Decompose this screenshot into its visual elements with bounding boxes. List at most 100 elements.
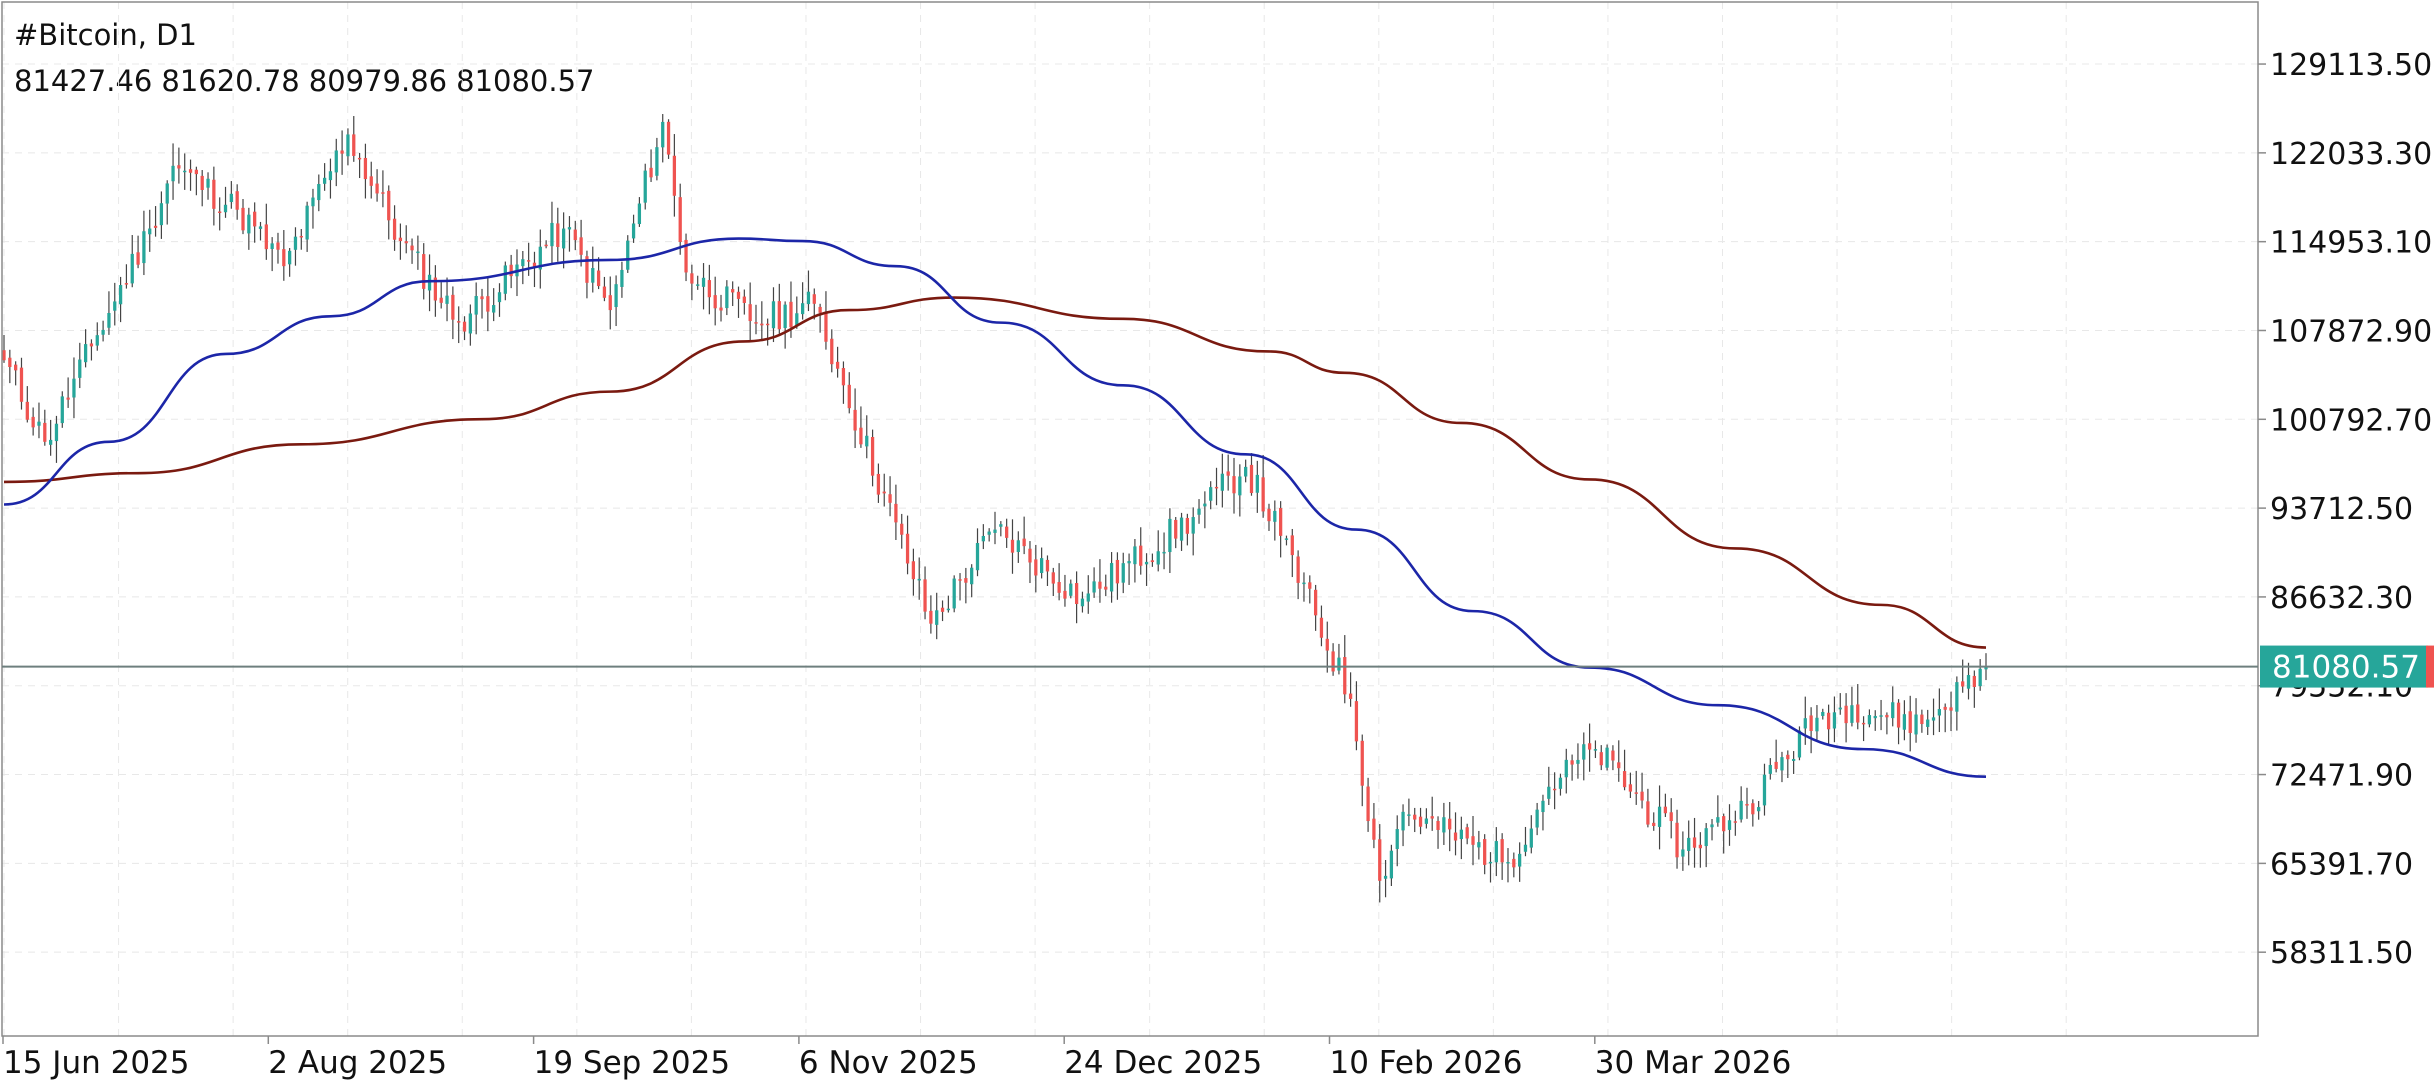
candle-body <box>1313 589 1318 616</box>
candle <box>1961 659 1965 693</box>
candle-body <box>666 121 671 155</box>
candle-body <box>258 226 263 229</box>
candle <box>1786 750 1790 779</box>
candle <box>1401 804 1405 847</box>
candle <box>1343 635 1347 704</box>
candle <box>894 484 898 540</box>
candle <box>666 119 671 159</box>
candle <box>282 230 286 281</box>
candle-body <box>276 242 280 250</box>
candle-body <box>789 301 793 328</box>
y-tick-label: 65391.70 <box>2270 847 2413 882</box>
candle <box>352 116 356 162</box>
candle <box>317 174 321 212</box>
candle-body <box>993 529 997 533</box>
candle <box>544 240 548 249</box>
candle-body <box>1267 508 1271 522</box>
candle <box>1115 552 1120 600</box>
candle-body <box>1086 593 1090 602</box>
candle-body <box>212 179 216 209</box>
candle-body <box>183 170 187 173</box>
candle <box>561 212 566 269</box>
candle <box>1506 848 1510 883</box>
candle <box>410 238 414 264</box>
candle-body <box>1127 561 1131 564</box>
candle <box>1395 815 1399 867</box>
candle-body <box>1768 764 1772 774</box>
candle-body <box>579 237 583 255</box>
candle <box>748 282 752 341</box>
candle-body <box>573 229 577 241</box>
candle <box>841 361 846 404</box>
candle-body <box>1821 711 1825 716</box>
candle <box>1587 723 1592 772</box>
candle-body <box>503 265 507 294</box>
candle <box>1599 745 1603 771</box>
candle <box>1413 807 1417 833</box>
candle-body <box>200 175 204 190</box>
candle <box>1617 740 1621 782</box>
candle-body <box>1896 702 1901 728</box>
candle-body <box>1611 750 1615 761</box>
candle <box>865 415 869 459</box>
candle <box>1074 571 1079 624</box>
candle-body <box>433 277 438 301</box>
candle-body <box>1926 719 1930 727</box>
candle-body <box>1168 518 1172 553</box>
candle-body <box>1663 806 1668 814</box>
candle <box>31 407 35 436</box>
candle <box>1541 794 1545 831</box>
candle <box>183 153 187 190</box>
candle <box>1109 552 1114 603</box>
candle <box>800 282 805 320</box>
ohlc-open: 81427.46 <box>14 64 153 98</box>
candle <box>1704 823 1708 868</box>
candle <box>223 186 228 218</box>
candle <box>212 166 216 226</box>
candle <box>381 170 385 208</box>
candle-body <box>1413 814 1417 820</box>
candle <box>1144 553 1149 586</box>
candle-body <box>707 280 711 298</box>
candle <box>824 291 828 350</box>
candle <box>1500 833 1504 880</box>
candle-body <box>847 384 851 409</box>
candle-body <box>1430 816 1434 819</box>
candle <box>905 515 910 575</box>
candle <box>1028 541 1032 584</box>
candle-body <box>369 176 373 186</box>
ohlc-close: 81080.57 <box>456 64 595 98</box>
candle-body <box>1372 818 1376 840</box>
candle <box>497 283 502 317</box>
candle-body <box>136 252 140 265</box>
candle-body <box>1920 714 1924 725</box>
candle-body <box>107 313 111 328</box>
candle <box>43 409 47 446</box>
candle-body <box>1931 717 1936 721</box>
candle-body <box>1552 788 1557 791</box>
candle-body <box>1448 818 1452 830</box>
candle-body <box>964 578 968 583</box>
candle-body <box>1436 820 1440 830</box>
candle-body <box>159 203 164 226</box>
candle <box>1290 528 1294 578</box>
x-tick-label: 30 Mar 2026 <box>1595 1045 1792 1080</box>
candle <box>340 130 344 175</box>
candle <box>1885 712 1889 735</box>
candle <box>1092 567 1096 598</box>
candle-body <box>235 191 239 210</box>
candle <box>188 159 193 191</box>
candle-body <box>1879 715 1883 717</box>
candle <box>492 288 496 322</box>
candle-body <box>1121 563 1125 583</box>
candle-body <box>591 268 595 283</box>
candle <box>1943 703 1947 733</box>
candle-body <box>1902 714 1907 730</box>
candle <box>1459 816 1463 860</box>
candle-body <box>975 543 980 571</box>
candle <box>1518 842 1522 882</box>
candle-body <box>1098 581 1102 589</box>
candle-body <box>194 169 199 175</box>
candle-body <box>253 211 257 227</box>
